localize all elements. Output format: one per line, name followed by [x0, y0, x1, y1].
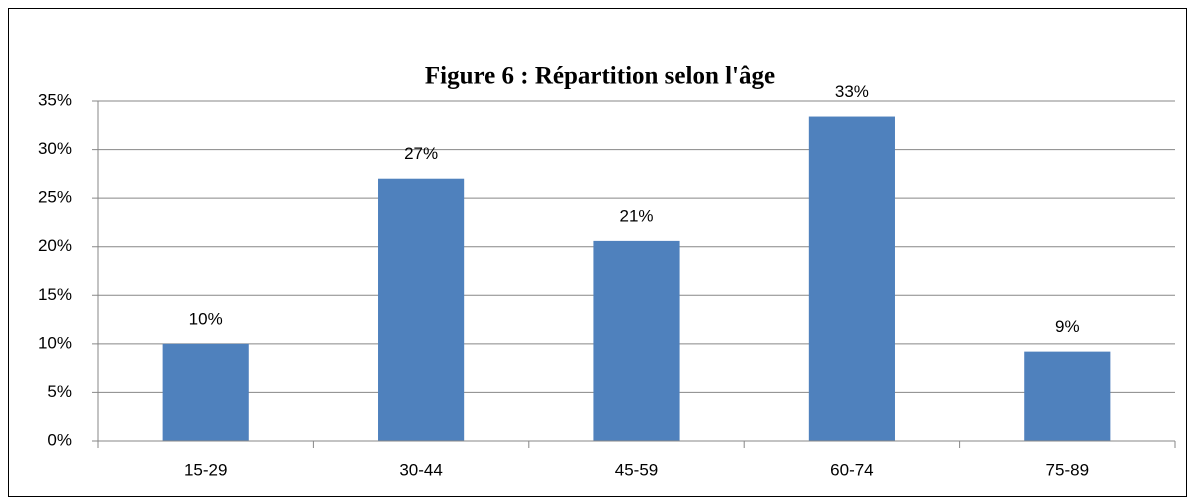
bar	[593, 240, 680, 441]
x-tick-label: 75-89	[1046, 460, 1089, 479]
chart-title: Figure 6 : Répartition selon l'âge	[425, 63, 775, 90]
y-tick-label: 20%	[38, 236, 72, 255]
y-tick-label: 35%	[38, 90, 72, 109]
value-label: 27%	[404, 144, 438, 163]
y-tick-label: 30%	[38, 139, 72, 158]
bar	[1024, 351, 1111, 441]
bar	[808, 116, 895, 442]
x-tick-label: 30-44	[399, 460, 442, 479]
y-tick-label: 10%	[38, 333, 72, 352]
value-label: 21%	[619, 206, 653, 225]
x-tick-label: 60-74	[830, 460, 873, 479]
y-tick-label: 25%	[38, 188, 72, 207]
y-tick-label: 5%	[47, 382, 72, 401]
value-label: 33%	[835, 82, 869, 101]
value-label: 9%	[1055, 317, 1080, 336]
value-label: 10%	[189, 309, 223, 328]
bar	[378, 178, 465, 441]
x-tick-label: 15-29	[184, 460, 227, 479]
bar	[162, 343, 249, 441]
x-tick-label: 45-59	[615, 460, 658, 479]
y-tick-label: 15%	[38, 285, 72, 304]
y-tick-label: 0%	[47, 430, 72, 449]
